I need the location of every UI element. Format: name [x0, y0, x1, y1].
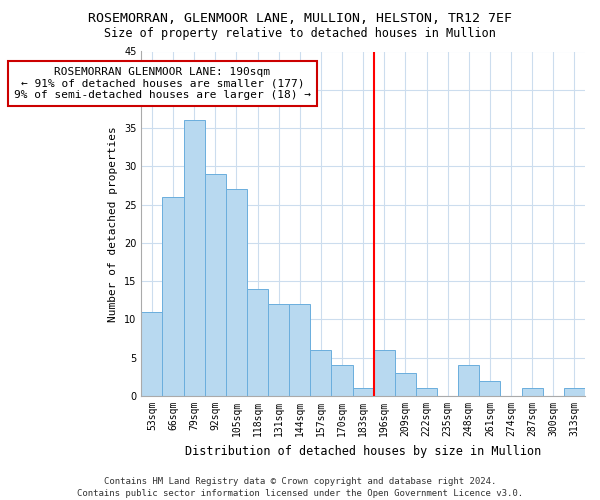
Bar [142, 312, 163, 396]
Bar [416, 388, 437, 396]
Bar [268, 304, 289, 396]
Text: Contains HM Land Registry data © Crown copyright and database right 2024.
Contai: Contains HM Land Registry data © Crown c… [77, 476, 523, 498]
Bar [331, 366, 353, 396]
Bar [479, 380, 500, 396]
Bar [395, 373, 416, 396]
Y-axis label: Number of detached properties: Number of detached properties [109, 126, 118, 322]
Bar [374, 350, 395, 396]
Bar [163, 197, 184, 396]
Text: ROSEMORRAN, GLENMOOR LANE, MULLION, HELSTON, TR12 7EF: ROSEMORRAN, GLENMOOR LANE, MULLION, HELS… [88, 12, 512, 26]
Text: ROSEMORRAN GLENMOOR LANE: 190sqm
← 91% of detached houses are smaller (177)
9% o: ROSEMORRAN GLENMOOR LANE: 190sqm ← 91% o… [14, 67, 311, 100]
Bar [353, 388, 374, 396]
Bar [247, 289, 268, 396]
X-axis label: Distribution of detached houses by size in Mullion: Distribution of detached houses by size … [185, 444, 541, 458]
Bar [564, 388, 585, 396]
Bar [310, 350, 331, 396]
Bar [184, 120, 205, 396]
Bar [521, 388, 543, 396]
Bar [226, 190, 247, 396]
Bar [205, 174, 226, 396]
Text: Size of property relative to detached houses in Mullion: Size of property relative to detached ho… [104, 28, 496, 40]
Bar [289, 304, 310, 396]
Bar [458, 366, 479, 396]
